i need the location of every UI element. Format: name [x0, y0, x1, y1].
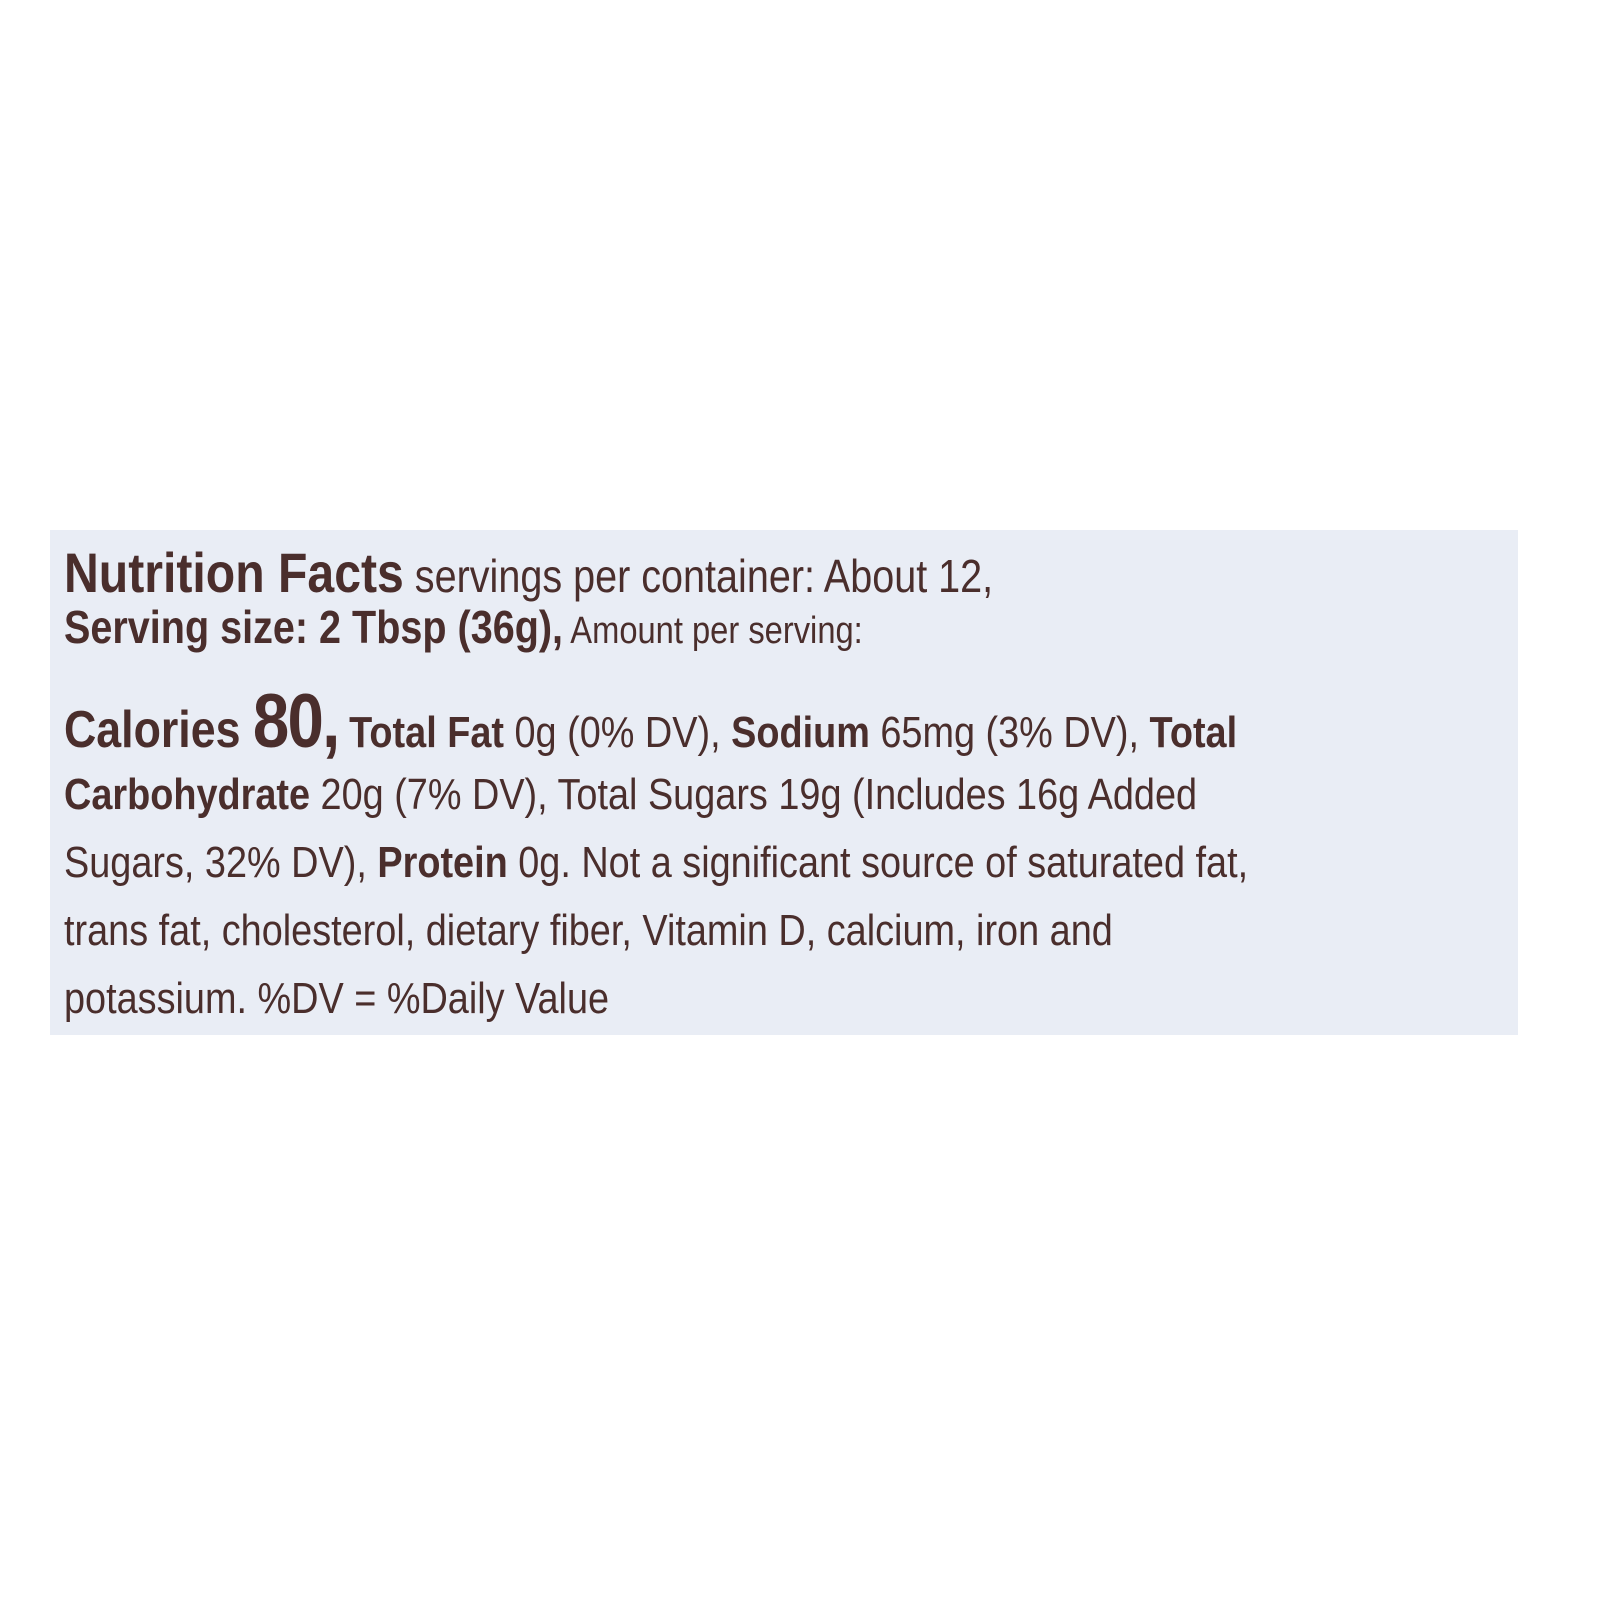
daily-value-line: potassium. %DV = %Daily Value — [64, 974, 610, 1023]
protein-line: Sugars, 32% DV), Protein 0g. Not a signi… — [64, 838, 1248, 888]
nutrition-facts-panel: Nutrition Facts servings per container: … — [50, 530, 1518, 1035]
calories-value: 80, — [252, 679, 340, 764]
total-carb-label: Total — [1149, 708, 1238, 757]
title-line: Nutrition Facts servings per container: … — [64, 540, 993, 605]
carbohydrate-text: 20g (7% DV), Total Sugars 19g (Includes … — [310, 770, 1198, 819]
amount-per-serving: Amount per serving: — [563, 610, 863, 652]
nutrition-facts-title: Nutrition Facts — [64, 541, 404, 604]
calories-line: Calories 80, Total Fat 0g (0% DV), Sodiu… — [64, 678, 1237, 765]
sodium-label: Sodium — [731, 708, 870, 757]
total-fat-label: Total Fat — [338, 708, 504, 757]
serving-size-line: Serving size: 2 Tbsp (36g), Amount per s… — [64, 600, 863, 654]
protein-text: 0g. Not a significant source of saturate… — [507, 838, 1249, 887]
sodium-value: 65mg (3% DV), — [869, 708, 1150, 757]
serving-size: Serving size: 2 Tbsp (36g), — [64, 601, 564, 653]
calories-label: Calories — [64, 701, 253, 759]
total-fat-value: 0g (0% DV), — [503, 708, 732, 757]
servings-per-container: servings per container: About 12, — [403, 550, 994, 602]
protein-label: Protein — [377, 838, 508, 887]
carbohydrate-label: Carbohydrate — [64, 770, 311, 819]
added-sugars-text: Sugars, 32% DV), — [64, 838, 378, 887]
not-significant-line: trans fat, cholesterol, dietary fiber, V… — [64, 906, 1113, 955]
carbohydrate-line: Carbohydrate 20g (7% DV), Total Sugars 1… — [64, 770, 1197, 820]
